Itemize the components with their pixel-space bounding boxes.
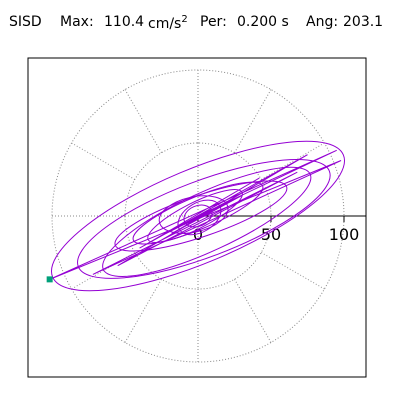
max-unit-exponent: 2 [181, 14, 188, 25]
per-value: 0.200 s [237, 14, 289, 30]
grid-spoke-240 [124, 278, 162, 343]
grid-spoke-30 [260, 142, 325, 180]
max-unit: cm/s2 [148, 14, 188, 32]
max-value: 110.4 [104, 14, 145, 30]
grid-spoke-330 [260, 252, 325, 290]
trace-path [49, 149, 342, 280]
ang-value: 203.1 [343, 14, 384, 30]
ang-label: Ang: [306, 14, 339, 30]
per-label: Per: [200, 14, 227, 30]
grid-spoke-120 [124, 89, 162, 154]
max-unit-text: cm/s [148, 16, 182, 32]
x-tick-label-100: 100 [329, 225, 360, 244]
grid-spoke-150 [71, 142, 136, 180]
grid-spoke-60 [234, 89, 272, 154]
motion-trace [49, 140, 345, 292]
x-axis: 0 50 100 [193, 215, 366, 244]
max-marker [46, 276, 53, 283]
chart-title: SISD Max: 110.4 cm/s2 Per: 0.200 s Ang: … [0, 14, 400, 36]
plot-frame [27, 57, 367, 378]
station-name: SISD [9, 14, 42, 30]
grid-spoke-300 [234, 278, 272, 343]
x-tick-label-0: 0 [193, 225, 203, 244]
max-label: Max: [60, 14, 94, 30]
max-markers [46, 276, 53, 283]
